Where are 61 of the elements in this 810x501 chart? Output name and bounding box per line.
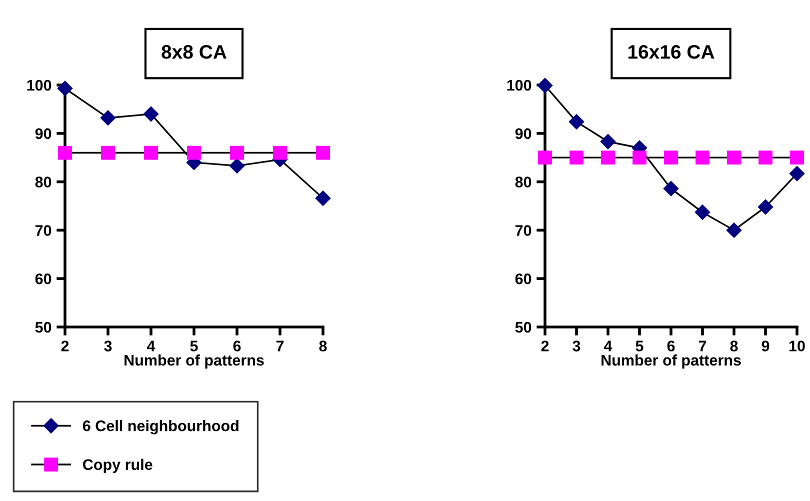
x-tick-label: 3: [104, 340, 112, 352]
point: [568, 114, 584, 130]
point: [727, 150, 741, 165]
point: [758, 199, 774, 215]
legend-label: Copy rule: [83, 458, 152, 474]
chart-title: 8x8 CA: [162, 44, 226, 59]
x-tick-label: 2: [541, 340, 549, 352]
point: [143, 106, 159, 122]
y-tick-label: 100: [507, 80, 532, 91]
y-tick-label: 50: [35, 322, 52, 333]
point: [694, 204, 710, 220]
y-tick-label: 80: [515, 176, 532, 188]
y-tick-label: 70: [515, 225, 532, 236]
point: [230, 146, 244, 160]
x-tick-label: 2: [61, 340, 69, 352]
point: [101, 146, 115, 160]
point: [273, 146, 287, 160]
x-tick-label: 6: [233, 340, 241, 352]
point: [144, 146, 158, 160]
x-tick-label: 4: [604, 340, 612, 352]
x-axis-title: Number of patterns: [602, 354, 741, 369]
x-tick-label: 10: [789, 340, 805, 352]
point: [663, 181, 679, 196]
x-tick-label: 8: [319, 340, 327, 352]
x-tick-label: 5: [636, 340, 644, 352]
x-tick-label: 5: [190, 340, 198, 352]
y-tick-label: 100: [27, 80, 52, 91]
y-tick-label: 70: [35, 225, 52, 236]
point: [100, 110, 116, 126]
x-tick-label: 8: [730, 340, 738, 352]
x-tick-label: 4: [146, 340, 156, 352]
point: [726, 222, 742, 238]
point: [315, 190, 331, 206]
point: [316, 146, 330, 160]
point: [570, 150, 584, 165]
x-axis-title: Number of patterns: [124, 354, 264, 369]
point: [632, 150, 646, 165]
x-tick-label: 9: [762, 340, 770, 352]
point: [601, 150, 615, 165]
point: [696, 150, 710, 165]
point: [538, 150, 552, 165]
y-tick-label: 90: [35, 128, 52, 140]
point: [790, 150, 804, 165]
point: [187, 146, 201, 160]
y-tick-label: 80: [35, 176, 52, 188]
point: [664, 150, 678, 165]
legend-label: 6 Cell neighbourhood: [82, 420, 238, 434]
x-tick-label: 3: [572, 340, 580, 352]
y-tick-label: 90: [515, 128, 532, 140]
y-tick-label: 60: [35, 273, 52, 284]
x-tick-label: 6: [667, 340, 675, 352]
chart-title: 16x16 CA: [628, 44, 714, 59]
y-tick-label: 50: [515, 322, 532, 333]
point: [789, 166, 805, 182]
point: [58, 146, 72, 160]
point: [758, 150, 772, 165]
point: [229, 158, 245, 174]
y-tick-label: 60: [515, 273, 532, 284]
x-tick-label: 7: [276, 340, 284, 352]
point: [600, 134, 616, 150]
x-tick-label: 7: [698, 340, 706, 352]
